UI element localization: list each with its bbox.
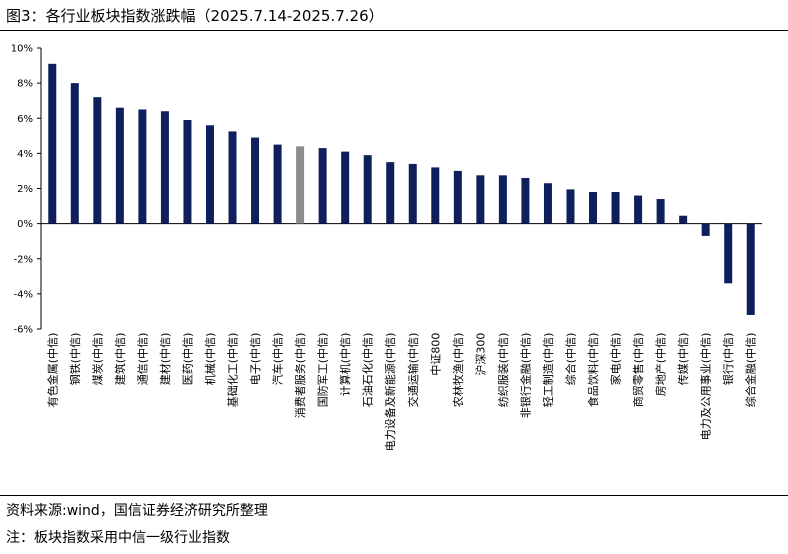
x-tick-label: 国防军工(中信) [316,333,330,408]
y-tick-label: 4% [17,149,33,160]
x-tick-label: 综合金融(中信) [744,333,758,408]
bars [48,63,755,315]
x-tick-label: 非银行金融(中信) [518,333,532,419]
x-tick-label: 电子(中信) [249,333,262,386]
bar [543,183,552,224]
y-tick-label: 6% [17,114,33,125]
x-tick-label: 石油石化(中信) [361,333,375,408]
y-tick-label: -6% [14,325,33,336]
bar [251,137,260,224]
y-tick-label: 10% [11,44,33,55]
x-tick-label: 商贸零售(中信) [631,333,645,408]
bar [48,63,57,224]
title-rule [0,30,788,31]
bar [341,151,350,224]
bar [93,97,102,224]
x-tick-label: 电力及公用事业(中信) [700,333,713,441]
x-tick-label: 钢铁(中信) [69,333,82,386]
bar [746,223,755,315]
bar [611,192,620,224]
bar [634,195,643,224]
footer-rule [0,495,788,496]
footnote: 注：板块指数采用中信一级行业指数 [6,530,230,546]
y-tick-label: 0% [17,219,33,230]
bar [656,199,665,224]
x-tick-label: 有色金属(中信) [45,333,59,408]
x-tick-label: 电力设备及新能源(中信) [383,333,397,452]
bar [228,131,237,224]
x-tick-label: 建筑(中信) [113,333,127,386]
bar [115,107,124,224]
y-tick-label: -4% [14,289,33,300]
bar [566,189,575,224]
bar [589,192,598,224]
x-tick-label: 基础化工(中信) [226,333,240,408]
bar [724,223,733,284]
bar [498,175,507,224]
x-tick-label: 食品饮料(中信) [586,333,600,408]
bar [408,163,417,224]
x-tick-label: 中证800 [429,333,442,376]
x-tick-label: 纺织服装(中信) [496,333,510,408]
bar [521,177,530,224]
x-tick-label: 建材(中信) [158,333,172,386]
bar [363,155,372,224]
x-tick-label: 医药(中信) [181,333,194,386]
chart-title: 图3：各行业板块指数涨跌幅（2025.7.14-2025.7.26） [6,7,384,25]
x-tick-label: 汽车(中信) [271,333,285,386]
x-axis-labels: 有色金属(中信) 钢铁(中信) 煤炭(中信) 建筑(中信) 通信(中信) 建材(中信) 医药… [45,333,757,452]
x-tick-label: 传媒(中信) [677,333,690,386]
bar [679,215,688,224]
x-tick-label: 沪深300 [473,333,487,376]
bar [183,120,192,224]
x-tick-label: 通信(中信) [136,333,149,386]
x-tick-label: 消费者服务(中信) [293,333,307,419]
bar [453,170,462,224]
y-tick-label: 2% [17,184,33,195]
bar [70,83,79,224]
bar [431,167,440,224]
bar-chart: 10% 8% 6% 4% 2% 0% -2% -4% -6% 有色金属(中信) 钢铁(中信) 煤炭(… [11,44,762,452]
x-tick-label: 家电(中信) [609,333,623,386]
bar [205,125,214,224]
bar [476,175,485,224]
x-tick-label: 综合(中信) [563,333,577,386]
x-tick-label: 银行(中信) [721,333,735,386]
y-tick-label: 8% [17,79,33,90]
x-tick-label: 煤炭(中信) [91,333,104,386]
source-note: 资料来源:wind，国信证券经济研究所整理 [6,503,268,519]
bar [138,109,147,224]
x-tick-label: 机械(中信) [203,333,217,386]
bar [273,144,282,224]
x-tick-label: 交通运输(中信) [406,333,420,408]
bar [386,162,395,224]
x-tick-label: 计算机(中信) [338,333,352,397]
bar [701,223,710,236]
y-tick-label: -2% [14,254,33,265]
bar [160,111,169,224]
x-tick-label: 房地产(中信) [654,333,668,397]
bar [318,148,327,224]
x-tick-label: 轻工制造(中信) [541,333,555,408]
bar [296,146,305,224]
x-tick-label: 农林牧渔(中信) [451,333,465,408]
